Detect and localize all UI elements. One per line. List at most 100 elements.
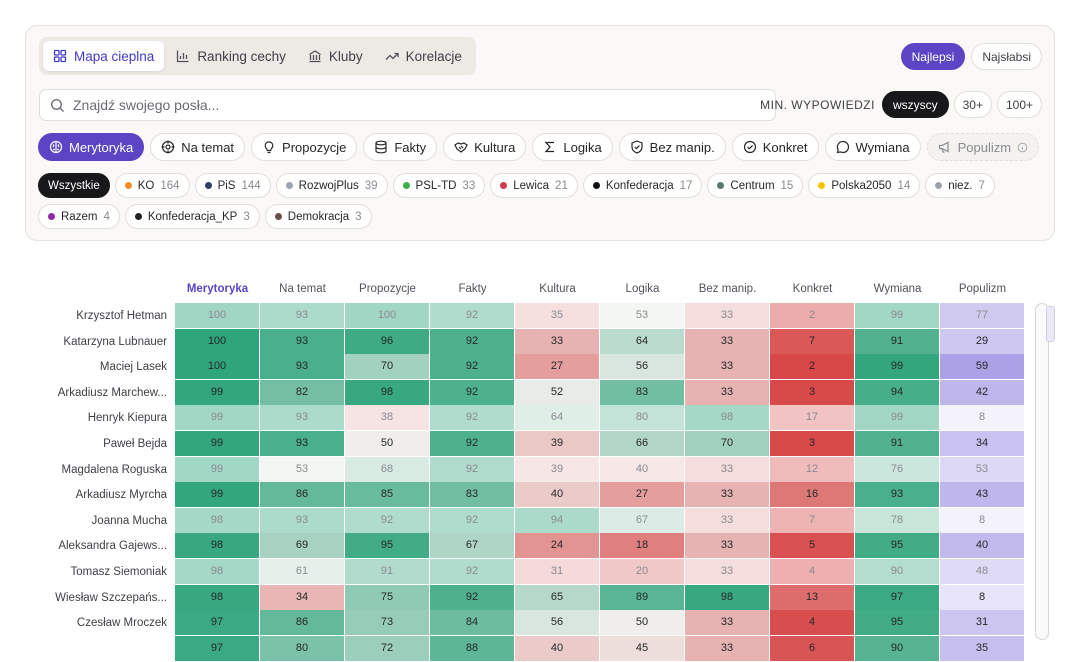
heatmap-cell[interactable]: 5: [770, 533, 854, 559]
column-header[interactable]: Merytoryka: [186, 283, 249, 295]
heatmap-cell[interactable]: 56: [600, 354, 684, 380]
heatmap-cell[interactable]: 99: [855, 405, 939, 431]
min-option-all[interactable]: wszyscy: [881, 91, 949, 118]
heatmap-cell[interactable]: 83: [430, 482, 514, 508]
heatmap-cell[interactable]: 95: [345, 533, 429, 559]
heatmap-cell[interactable]: 92: [430, 584, 514, 610]
row-mp-name[interactable]: Arkadiusz Myrcha: [75, 489, 167, 502]
row-mp-name[interactable]: [20, 637, 167, 662]
heatmap-cell[interactable]: 50: [600, 610, 684, 636]
heatmap-cell[interactable]: 91: [855, 431, 939, 456]
heatmap-cell[interactable]: 78: [855, 507, 939, 533]
heatmap-cell[interactable]: 97: [175, 610, 259, 636]
party-filter-konfederacja[interactable]: Konfederacja 17: [582, 173, 703, 198]
heatmap-cell[interactable]: 33: [685, 482, 769, 508]
heatmap-cell[interactable]: 98: [175, 559, 259, 584]
worst-button[interactable]: Najsłabsi: [971, 43, 1042, 70]
heatmap-cell[interactable]: 33: [685, 533, 769, 559]
heatmap-cell[interactable]: 7: [770, 328, 854, 354]
heatmap-cell[interactable]: 93: [260, 507, 344, 533]
heatmap-cell[interactable]: 33: [685, 559, 769, 584]
heatmap-cell[interactable]: 33: [685, 456, 769, 482]
heatmap-cell[interactable]: 69: [260, 533, 344, 559]
heatmap-cell[interactable]: 29: [940, 328, 1024, 354]
heatmap-cell[interactable]: 67: [600, 507, 684, 533]
heatmap-cell[interactable]: 99: [175, 456, 259, 482]
row-mp-name[interactable]: Aleksandra Gajews...: [58, 540, 167, 553]
heatmap-cell[interactable]: 97: [855, 584, 939, 610]
heatmap-cell[interactable]: 35: [515, 303, 599, 328]
heatmap-cell[interactable]: 98: [175, 533, 259, 559]
heatmap-cell[interactable]: 98: [345, 379, 429, 405]
heatmap-cell[interactable]: 34: [260, 584, 344, 610]
row-mp-name[interactable]: Joanna Mucha: [91, 514, 167, 527]
heatmap-cell[interactable]: 24: [515, 533, 599, 559]
heatmap-cell[interactable]: 43: [940, 482, 1024, 508]
heatmap-cell[interactable]: 18: [600, 533, 684, 559]
heatmap-cell[interactable]: 92: [345, 507, 429, 533]
heatmap-cell[interactable]: 33: [685, 507, 769, 533]
heatmap-cell[interactable]: 8: [940, 507, 1024, 533]
party-filter-razem[interactable]: Razem 4: [38, 204, 120, 229]
metric-wymiana[interactable]: Wymiana: [824, 133, 921, 161]
heatmap-cell[interactable]: 8: [940, 405, 1024, 431]
heatmap-cell[interactable]: 59: [940, 354, 1024, 380]
heatmap-cell[interactable]: 100: [345, 303, 429, 328]
heatmap-cell[interactable]: 40: [515, 482, 599, 508]
heatmap-cell[interactable]: 90: [855, 559, 939, 584]
tab-ranking[interactable]: Ranking cechy: [166, 41, 296, 71]
heatmap-cell[interactable]: 13: [770, 584, 854, 610]
heatmap-cell[interactable]: 98: [175, 507, 259, 533]
heatmap-cell[interactable]: 33: [685, 328, 769, 354]
heatmap-cell[interactable]: 42: [940, 379, 1024, 405]
heatmap-cell[interactable]: 4: [770, 610, 854, 636]
row-mp-name[interactable]: Arkadiusz Marchew...: [57, 386, 167, 399]
heatmap-cell[interactable]: 85: [345, 482, 429, 508]
heatmap-cell[interactable]: 33: [685, 303, 769, 328]
heatmap-cell[interactable]: 99: [175, 482, 259, 508]
heatmap-cell[interactable]: 98: [685, 405, 769, 431]
heatmap-cell[interactable]: 31: [515, 559, 599, 584]
party-filter-polska2050[interactable]: Polska2050 14: [808, 173, 921, 198]
heatmap-cell[interactable]: 99: [175, 405, 259, 431]
heatmap-cell[interactable]: 40: [940, 533, 1024, 559]
row-mp-name[interactable]: Magdalena Roguska: [61, 463, 168, 476]
scrollbar-thumb[interactable]: [1046, 306, 1055, 342]
heatmap-cell[interactable]: 68: [345, 456, 429, 482]
heatmap-cell[interactable]: 83: [600, 379, 684, 405]
heatmap-cell[interactable]: 52: [515, 379, 599, 405]
heatmap-cell[interactable]: 84: [430, 610, 514, 636]
party-filter-niez-[interactable]: niez. 7: [925, 173, 995, 198]
heatmap-cell[interactable]: 93: [260, 405, 344, 431]
heatmap-cell[interactable]: 40: [600, 456, 684, 482]
heatmap-cell[interactable]: 50: [345, 431, 429, 456]
heatmap-cell[interactable]: 99: [855, 303, 939, 328]
heatmap-cell[interactable]: 92: [430, 431, 514, 456]
heatmap-cell[interactable]: 91: [345, 559, 429, 584]
heatmap-cell[interactable]: 100: [175, 328, 259, 354]
metric-konkret[interactable]: Konkret: [731, 133, 819, 161]
row-mp-name[interactable]: Tomasz Siemoniak: [70, 566, 167, 578]
heatmap-cell[interactable]: 92: [430, 456, 514, 482]
heatmap-cell[interactable]: 39: [515, 456, 599, 482]
heatmap-cell[interactable]: 17: [770, 405, 854, 431]
heatmap-cell[interactable]: 53: [600, 303, 684, 328]
heatmap-cell[interactable]: 96: [345, 328, 429, 354]
heatmap-cell[interactable]: 82: [260, 379, 344, 405]
heatmap-cell[interactable]: 93: [855, 482, 939, 508]
heatmap-cell[interactable]: 70: [345, 354, 429, 380]
heatmap-cell[interactable]: 73: [345, 610, 429, 636]
heatmap-cell[interactable]: 99: [855, 354, 939, 380]
heatmap-cell[interactable]: 4: [770, 559, 854, 584]
heatmap-cell[interactable]: 75: [345, 584, 429, 610]
heatmap-cell[interactable]: 70: [685, 431, 769, 456]
column-header[interactable]: Propozycje: [359, 283, 416, 295]
tab-clubs[interactable]: Kluby: [298, 41, 373, 71]
heatmap-cell[interactable]: 99: [175, 431, 259, 456]
party-filter-konfederacja-kp[interactable]: Konfederacja_KP 3: [124, 204, 260, 229]
metric-propozycje[interactable]: Propozycje: [251, 133, 358, 161]
heatmap-cell[interactable]: 80: [600, 405, 684, 431]
row-mp-name[interactable]: Krzysztof Hetman: [76, 310, 167, 322]
heatmap-cell[interactable]: 67: [430, 533, 514, 559]
heatmap-cell[interactable]: 86: [260, 482, 344, 508]
